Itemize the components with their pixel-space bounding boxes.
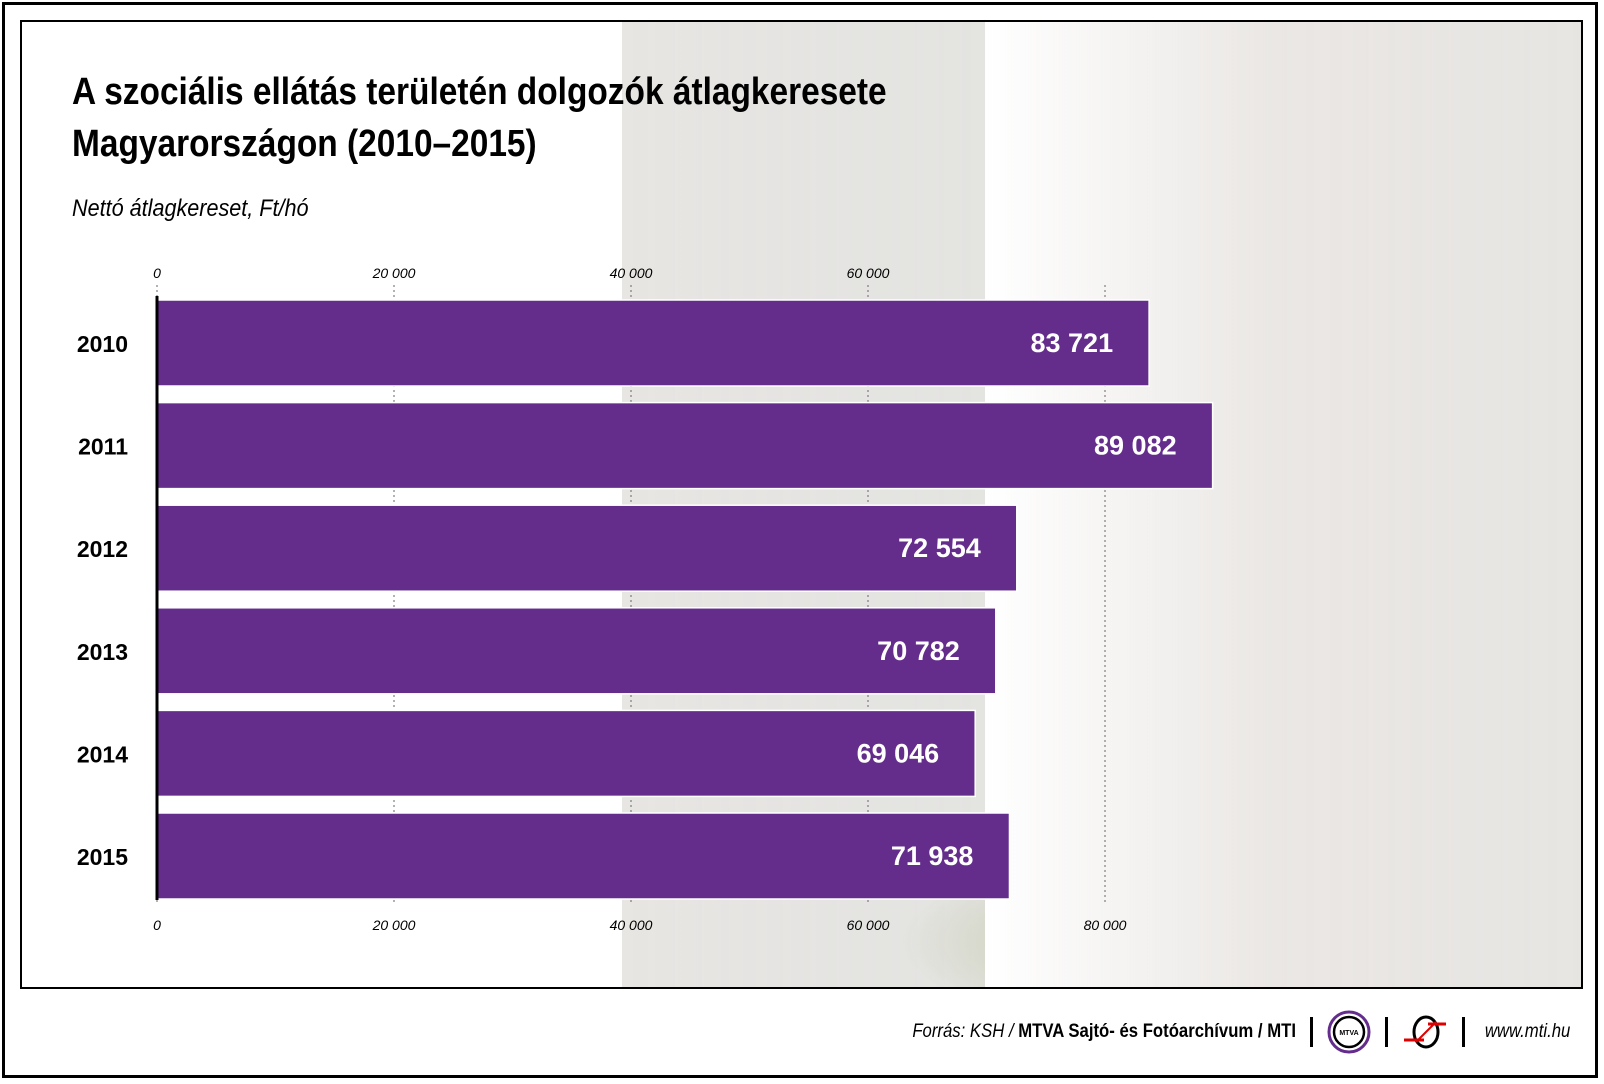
page-title: A szociális ellátás területén dolgozók á…: [72, 66, 887, 170]
website-link[interactable]: www.mti.hu: [1484, 1021, 1571, 1042]
bottom-tick-label: 60 000: [847, 917, 890, 933]
bar-2015: [156, 812, 1011, 900]
category-label: 2013: [77, 639, 128, 665]
data-label: 70 782: [877, 636, 960, 666]
svg-text:MTVA: MTVA: [1339, 1030, 1358, 1037]
bar-2012: [156, 504, 1018, 592]
data-label: 89 082: [1094, 431, 1177, 461]
bottom-tick-label: 40 000: [610, 917, 653, 933]
data-label: 83 721: [1031, 328, 1114, 358]
separator: [1310, 1017, 1313, 1047]
category-label: 2015: [77, 844, 128, 870]
data-label: 72 554: [898, 533, 981, 563]
title-line-2: Magyarországon (2010–2015): [72, 123, 537, 165]
top-tick-label: 40 000: [610, 265, 653, 281]
bar-2014: [156, 709, 976, 798]
source-bold: MTVA Sajtó- és Fotóarchívum / MTI: [1018, 1021, 1296, 1042]
data-label: 69 046: [857, 738, 940, 768]
source-prefix: Forrás: KSH /: [912, 1021, 1019, 1042]
bar-2011: [156, 401, 1214, 490]
mti-logo: [1404, 1015, 1446, 1049]
data-label: 71 938: [891, 841, 974, 871]
category-label: 2014: [77, 741, 128, 767]
footer: Forrás: KSH / MTVA Sajtó- és Fotóarchívu…: [860, 1010, 1576, 1054]
chart-subtitle: Nettó átlagkereset, Ft/hó: [72, 195, 309, 222]
bar-2013: [156, 607, 997, 695]
bottom-tick-label: 20 000: [372, 917, 416, 933]
bottom-tick-label: 80 000: [1084, 917, 1127, 933]
mtva-logo: MTVA: [1327, 1010, 1371, 1054]
bar-2010: [156, 299, 1150, 387]
separator: [1462, 1017, 1465, 1047]
source-text: Forrás: KSH / MTVA Sajtó- és Fotóarchívu…: [912, 1021, 1296, 1043]
category-label: 2011: [78, 434, 128, 460]
top-tick-label: 20 000: [372, 265, 416, 281]
category-label: 2012: [77, 536, 128, 562]
top-tick-label: 60 000: [847, 265, 890, 281]
separator: [1385, 1017, 1388, 1047]
title-line-1: A szociális ellátás területén dolgozók á…: [72, 71, 887, 113]
top-tick-label: 0: [153, 265, 161, 281]
category-label: 2010: [77, 331, 128, 357]
bottom-tick-label: 0: [153, 917, 161, 933]
